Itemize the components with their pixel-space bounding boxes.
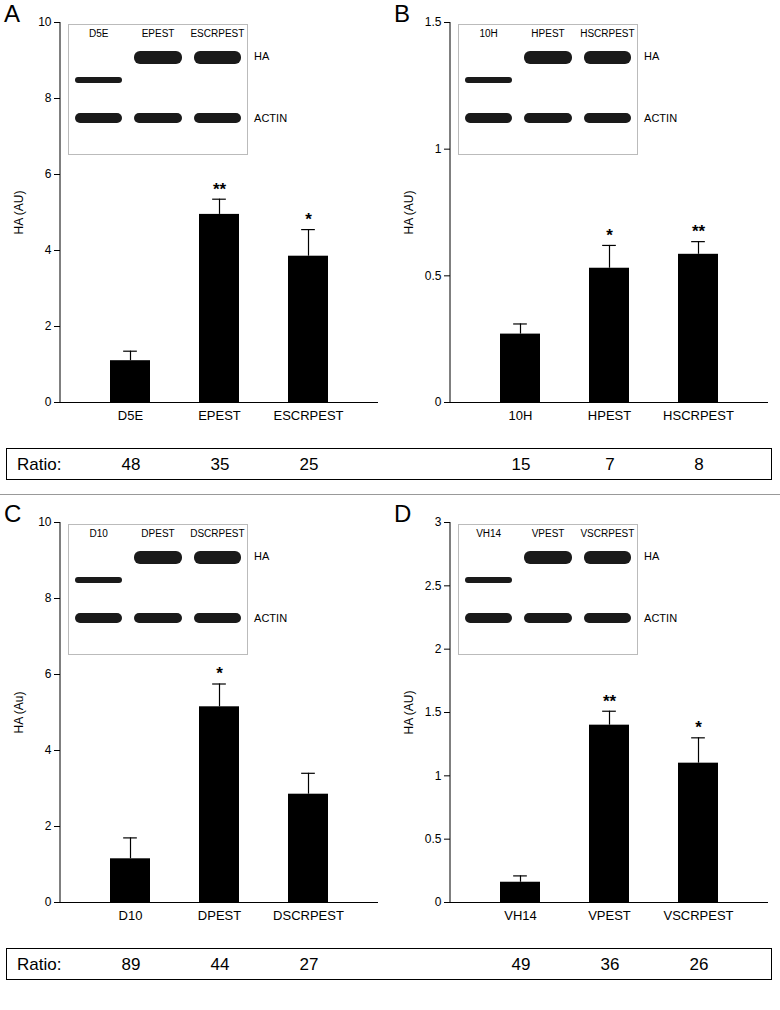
html-text:25: 25 xyxy=(299,455,319,474)
svg-text:8: 8 xyxy=(45,591,52,605)
html-text:VH14: VH14 xyxy=(476,528,502,539)
svg-text:D5E: D5E xyxy=(118,408,144,423)
html-text:HA: HA xyxy=(254,49,270,62)
svg-text:4: 4 xyxy=(45,243,52,257)
html-text:C: C xyxy=(4,500,22,527)
html-text:D5E: D5E xyxy=(88,28,109,39)
html-text:D: D xyxy=(394,500,412,527)
html-text:HSCRPEST: HSCRPEST xyxy=(580,28,635,39)
svg-text:**: ** xyxy=(213,180,227,199)
svg-text:0.5: 0.5 xyxy=(425,832,442,846)
svg-text:HA (Au): HA (Au) xyxy=(12,691,26,733)
html-text:HA: HA xyxy=(644,549,660,562)
html-text:48: 48 xyxy=(121,455,141,474)
svg-text:HA (AU): HA (AU) xyxy=(402,190,416,234)
svg-text:1: 1 xyxy=(435,142,442,156)
html-text:B: B xyxy=(394,0,410,27)
svg-text:0: 0 xyxy=(45,895,52,909)
svg-text:10: 10 xyxy=(38,515,52,529)
svg-text:VPEST: VPEST xyxy=(588,908,631,923)
svg-text:1: 1 xyxy=(435,769,442,783)
svg-text:6: 6 xyxy=(45,167,52,181)
html-text:26: 26 xyxy=(689,955,709,974)
html-text:VSCRPEST: VSCRPEST xyxy=(580,528,635,539)
svg-text:VH14: VH14 xyxy=(504,908,537,923)
svg-text:4: 4 xyxy=(45,743,52,757)
svg-text:HA (AU): HA (AU) xyxy=(402,690,416,734)
svg-text:*: * xyxy=(216,664,223,683)
svg-text:EPEST: EPEST xyxy=(198,408,241,423)
html-text:A: A xyxy=(4,0,20,27)
svg-text:*: * xyxy=(606,226,613,245)
html-text:HA: HA xyxy=(254,549,270,562)
html-text:ACTIN: ACTIN xyxy=(254,111,288,124)
svg-text:8: 8 xyxy=(45,91,52,105)
html-text:15: 15 xyxy=(511,455,531,474)
svg-text:10H: 10H xyxy=(509,408,533,423)
html-text:49: 49 xyxy=(511,955,531,974)
html-text:ACTIN: ACTIN xyxy=(254,611,288,624)
svg-text:0.5: 0.5 xyxy=(425,269,442,283)
svg-text:1.5: 1.5 xyxy=(425,705,442,719)
svg-text:2: 2 xyxy=(45,319,52,333)
html-text:D10: D10 xyxy=(89,528,108,539)
svg-text:1.5: 1.5 xyxy=(425,15,442,29)
html-text:35: 35 xyxy=(210,455,230,474)
html-text:8: 8 xyxy=(694,455,704,474)
svg-text:0: 0 xyxy=(45,395,52,409)
html-text:VPEST: VPEST xyxy=(531,528,565,539)
svg-text:2: 2 xyxy=(435,642,442,656)
svg-text:0: 0 xyxy=(435,395,442,409)
svg-text:3: 3 xyxy=(435,515,442,529)
svg-text:HSCRPEST: HSCRPEST xyxy=(663,408,734,423)
html-text:10H: 10H xyxy=(479,28,498,39)
html-text:36: 36 xyxy=(600,955,620,974)
svg-text:*: * xyxy=(695,718,702,737)
svg-text:VSCRPEST: VSCRPEST xyxy=(663,908,733,923)
svg-text:HA (AU): HA (AU) xyxy=(12,190,26,234)
svg-text:**: ** xyxy=(603,692,617,711)
svg-text:0: 0 xyxy=(435,895,442,909)
svg-text:DSCRPEST: DSCRPEST xyxy=(273,908,344,923)
html-text:7: 7 xyxy=(605,455,615,474)
svg-text:D10: D10 xyxy=(119,908,143,923)
html-text:Ratio:: Ratio: xyxy=(17,455,62,474)
html-text:DPEST: DPEST xyxy=(141,528,175,539)
html-text:HA: HA xyxy=(644,49,660,62)
svg-text:6: 6 xyxy=(45,667,52,681)
html-text:ACTIN: ACTIN xyxy=(644,611,678,624)
html-text:EPEST: EPEST xyxy=(141,28,175,39)
html-text:27: 27 xyxy=(299,955,319,974)
svg-text:*: * xyxy=(305,210,312,229)
svg-text:HPEST: HPEST xyxy=(588,408,631,423)
html-text:HPEST: HPEST xyxy=(531,28,565,39)
svg-text:DPEST: DPEST xyxy=(198,908,241,923)
html-text:DSCRPEST: DSCRPEST xyxy=(190,528,245,539)
svg-text:10: 10 xyxy=(38,15,52,29)
svg-text:2: 2 xyxy=(45,819,52,833)
html-text:Ratio:: Ratio: xyxy=(17,955,62,974)
svg-text:**: ** xyxy=(692,222,706,241)
svg-text:ESCRPEST: ESCRPEST xyxy=(273,408,343,423)
svg-text:2.5: 2.5 xyxy=(425,579,442,593)
html-text:ACTIN: ACTIN xyxy=(644,111,678,124)
html-text:ESCRPEST: ESCRPEST xyxy=(190,28,245,39)
html-text:44: 44 xyxy=(210,955,230,974)
html-text:89: 89 xyxy=(121,955,141,974)
